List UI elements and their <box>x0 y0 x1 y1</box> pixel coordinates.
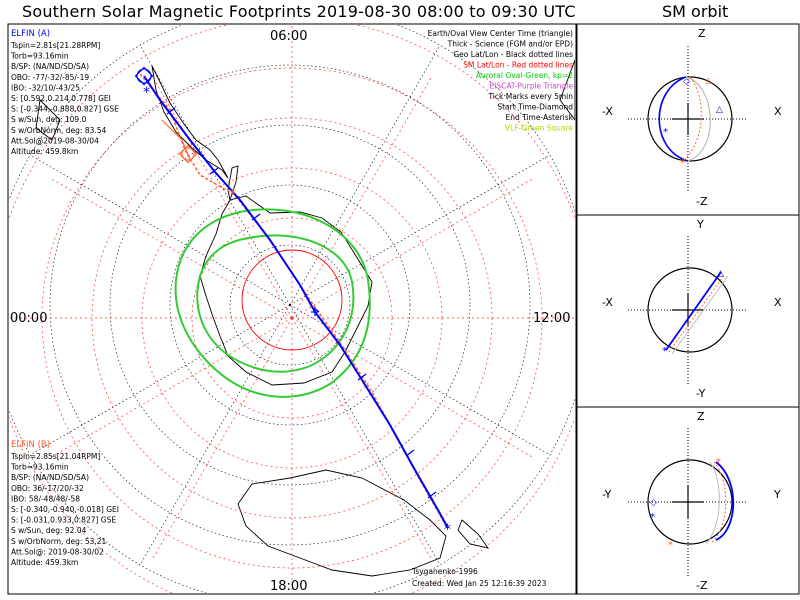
elfin-b-info-line: Tspin=2.85s[21.04RPM] <box>10 452 100 461</box>
model-credit: Tsyganenko-1996 <box>411 567 478 576</box>
elfin-b-track-marker: * <box>230 187 236 201</box>
orbit1-left-label: -X <box>602 105 613 118</box>
svg-text:△: △ <box>705 76 712 86</box>
orbit1-right-label: X <box>774 105 782 118</box>
legend-item: Thick - Science (FGM and/or EPD) <box>447 40 573 49</box>
orbit3-left-label: -Y <box>602 488 612 501</box>
orbit2-top-label: Y <box>696 218 704 231</box>
orbit-panel-yz: ◇ * * * <box>628 428 748 576</box>
map-legend: Earth/Oval View Center Time (triangle) Th… <box>428 29 574 133</box>
elfin-a-info: ELFIN (A) Tspin=2.81s[21.28RPM] Torb=93.1… <box>10 29 119 156</box>
elfin-a-info-line: IBO: -32/10/-43/25 <box>11 83 80 92</box>
elfin-a-end-asterisk: * <box>143 85 150 101</box>
legend-item: EISCAT-Purple Triangle <box>489 82 573 91</box>
orbit2-right-label: X <box>774 296 782 309</box>
australia-outline <box>237 469 447 577</box>
legend-item: Geo Lat/Lon - Black dotted lines <box>453 50 573 59</box>
legend-item: VLF-Green Square <box>505 124 573 133</box>
orbit-panel-xz: ◇ * △ △ * <box>628 46 748 192</box>
auroral-oval-outer <box>174 208 371 398</box>
svg-text:*: * <box>716 457 721 468</box>
elfin-b-info-line: Torb=93.16min <box>10 463 69 472</box>
svg-text:*: * <box>680 158 685 169</box>
elfin-b-info-line: OBO: 36/-17/20/-32 <box>11 484 84 493</box>
orbit3-bottom-label: -Z <box>696 579 708 592</box>
orbit3-top-label: Z <box>697 410 705 423</box>
legend-item: Auroral Oval-Green, kp=2 <box>476 71 573 80</box>
legend-item: Earth/Oval View Center Time (triangle) <box>428 29 573 38</box>
geo-grid <box>9 25 575 593</box>
auroral-oval-inner <box>196 234 355 373</box>
sm-orbit-title: SM orbit <box>662 2 729 21</box>
polar-map: * * * <box>9 25 575 593</box>
svg-text:*: * <box>650 512 655 523</box>
elfin-a-info-line: Altitude: 459.8km <box>11 147 78 156</box>
svg-text:△: △ <box>717 269 724 279</box>
elfin-a-final-asterisk: * <box>444 522 451 538</box>
mlt-label-left: 00:00 <box>10 311 47 326</box>
mlt-label-right: 12:00 <box>533 311 570 326</box>
legend-item: End Time-Asterisk <box>505 113 573 122</box>
elfin-b-start-diamond <box>178 144 198 164</box>
south-america-outline <box>151 65 229 179</box>
elfin-a-start-diamond <box>134 66 154 86</box>
svg-text:◇: ◇ <box>683 77 690 87</box>
elfin-a-info-line: Tspin=2.81s[21.28RPM] <box>10 41 100 50</box>
legend-item: Tick Marks every 5min <box>487 92 573 101</box>
orbit1-bottom-label: -Z <box>696 195 708 208</box>
svg-text:△: △ <box>716 105 723 115</box>
svg-text:*: * <box>668 540 673 551</box>
sm-reference-circle <box>241 249 343 351</box>
created-date: Created: Wed Jan 25 12:16:39 2023 <box>412 579 547 588</box>
orbit-panel-frame-3 <box>576 406 800 595</box>
orbit2-left-label: -X <box>602 296 613 309</box>
elfin-a-info-line: S w/Sun, deg: 109.0 <box>11 115 87 124</box>
view-center-marker <box>311 308 319 316</box>
mlt-label-top: 06:00 <box>270 29 307 44</box>
orbit2-bottom-label: -Y <box>696 387 706 400</box>
svg-text:*: * <box>663 127 668 138</box>
orbit1-top-label: Z <box>698 27 706 40</box>
orbit-panel-xy: * △ <box>628 236 748 384</box>
sm-grid <box>9 25 575 593</box>
elfin-b-name: ELFIN (B) <box>11 440 50 450</box>
plot-title: Southern Solar Magnetic Footprints 2019-… <box>22 2 576 21</box>
elfin-a-info-line: S: [-0.344,-0.888,0.827] GSE <box>11 105 119 114</box>
legend-item: SM Lat/Lon - Red dotted lines <box>463 61 573 70</box>
svg-text:◇: ◇ <box>650 498 657 508</box>
legend-item: Start Time-Diamond <box>497 103 573 112</box>
elfin-b-info-line: S w/OrbNorm, deg: 53.21 <box>11 537 107 546</box>
orbit3-right-label: Y <box>773 488 781 501</box>
elfin-b-track <box>139 73 448 529</box>
elfin-b-info-line: Altitude: 459.3km <box>11 558 78 567</box>
elfin-a-info-line: S: [0.592,0.214,0.778] GEI <box>11 94 111 103</box>
elfin-b-info-line: B/SP: (NA/ND/SD/SA) <box>11 473 89 482</box>
elfin-b-info-line: S: [-0.340,-0.940,-0.018] GEI <box>11 505 119 514</box>
africa-tip-outline <box>559 59 575 121</box>
elfin-a-name: ELFIN (A) <box>11 29 50 39</box>
elfin-b-info-line: S: [-0.031,0.933,0.827] GSE <box>11 516 116 525</box>
elfin-a-track <box>143 75 449 529</box>
svg-text:*: * <box>662 346 667 357</box>
elfin-b-info-line: S w/Sun, deg: 92.04 <box>11 526 87 535</box>
elfin-a-info-line: Att.Sol@2019-08-30/04 <box>11 136 99 145</box>
elfin-a-info-line: OBO: -77/-32/-85/-19 <box>11 73 89 82</box>
south-africa-outline <box>35 99 61 141</box>
elfin-a-info-line: Torb=93.16min <box>10 52 69 61</box>
elfin-a-info-line: B/SP: (NA/ND/SD/SA) <box>11 62 89 71</box>
auroral-oval <box>174 208 371 398</box>
new-zealand-outline <box>457 519 490 549</box>
continent-outlines <box>35 59 575 577</box>
elfin-b-info: ELFIN (B) Tspin=2.85s[21.04RPM] Torb=93.1… <box>10 440 119 567</box>
elfin-b-info-line: IBO: 58/-48/48/-58 <box>11 494 80 503</box>
elfin-a-info-line: S w/OrbNorm, deg: 83.54 <box>11 126 107 135</box>
mlt-label-bottom: 18:00 <box>270 579 307 594</box>
elfin-b-info-line: Att.Sol@: 2019-08-30/02 <box>11 547 104 556</box>
